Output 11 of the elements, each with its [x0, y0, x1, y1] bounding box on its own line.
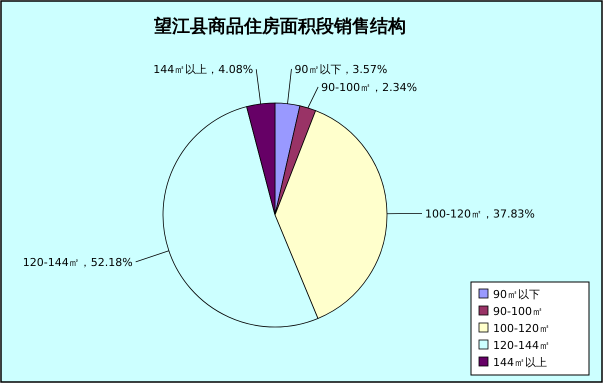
data-label: 90-100㎡，2.34% — [321, 80, 418, 94]
data-label: 144㎡以上，4.08% — [153, 63, 254, 76]
data-label: 90㎡以下，3.57% — [294, 62, 388, 76]
legend-label: 120-144㎡ — [493, 339, 550, 352]
data-label: 120-144㎡，52.18% — [22, 256, 133, 269]
chart-title: 望江县商品住房面积段销售结构 — [153, 16, 406, 37]
legend-label: 90㎡以下 — [493, 288, 540, 301]
legend-label: 100-120㎡ — [493, 322, 550, 335]
legend-label: 90-100㎡ — [493, 305, 543, 318]
data-label: 100-120㎡，37.83% — [424, 207, 535, 220]
legend-label: 144㎡以上 — [493, 356, 547, 369]
